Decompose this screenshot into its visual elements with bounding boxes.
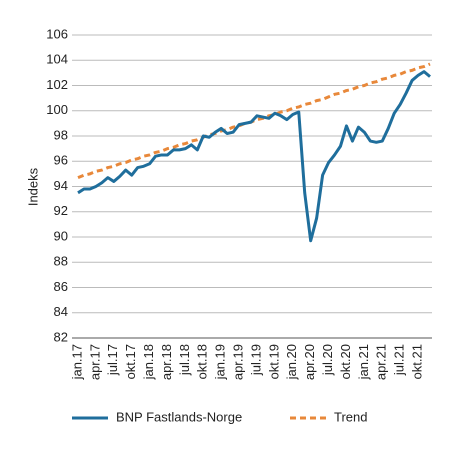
y-tick-label: 90 [54,228,68,243]
y-tick-label: 100 [46,102,68,117]
y-tick-label: 84 [54,304,68,319]
x-tick-label: jul.21 [392,344,407,376]
y-tick-label: 102 [46,77,68,92]
y-tick-label: 88 [54,254,68,269]
x-tick-label: okt.18 [195,344,210,379]
y-tick-label: 92 [54,203,68,218]
x-tick-label: jul.19 [248,344,263,376]
x-tick-label: jan.18 [141,344,156,380]
x-tick-label: apr.20 [302,344,317,380]
x-tick-label: jul.20 [320,344,335,376]
x-tick-label: jan.19 [213,344,228,380]
y-axis-label: Indeks [25,167,40,206]
x-tick-label: jul.17 [105,344,120,376]
y-tick-label: 106 [46,26,68,41]
x-tick-label: okt.21 [410,344,425,379]
y-tick-label: 86 [54,279,68,294]
y-tick-label: 104 [46,52,68,67]
x-tick-label: apr.17 [87,344,102,380]
x-tick-label: jan.21 [356,344,371,380]
x-tick-label: okt.17 [123,344,138,379]
y-tick-label: 94 [54,178,68,193]
y-tick-label: 82 [54,329,68,344]
x-tick-label: jul.18 [177,344,192,376]
x-tick-label: jan.17 [69,344,84,380]
x-tick-label: jan.20 [284,344,299,380]
y-tick-label: 96 [54,153,68,168]
x-tick-label: okt.19 [266,344,281,379]
line-series [77,70,431,243]
x-tick-label: apr.18 [159,344,174,380]
legend-label: BNP Fastlands-Norge [116,409,242,424]
y-tick-label: 98 [54,127,68,142]
x-tick-label: okt.20 [338,344,353,379]
x-tick-label: apr.19 [231,344,246,380]
legend-label: Trend [334,409,367,424]
x-tick-label: apr.21 [374,344,389,380]
